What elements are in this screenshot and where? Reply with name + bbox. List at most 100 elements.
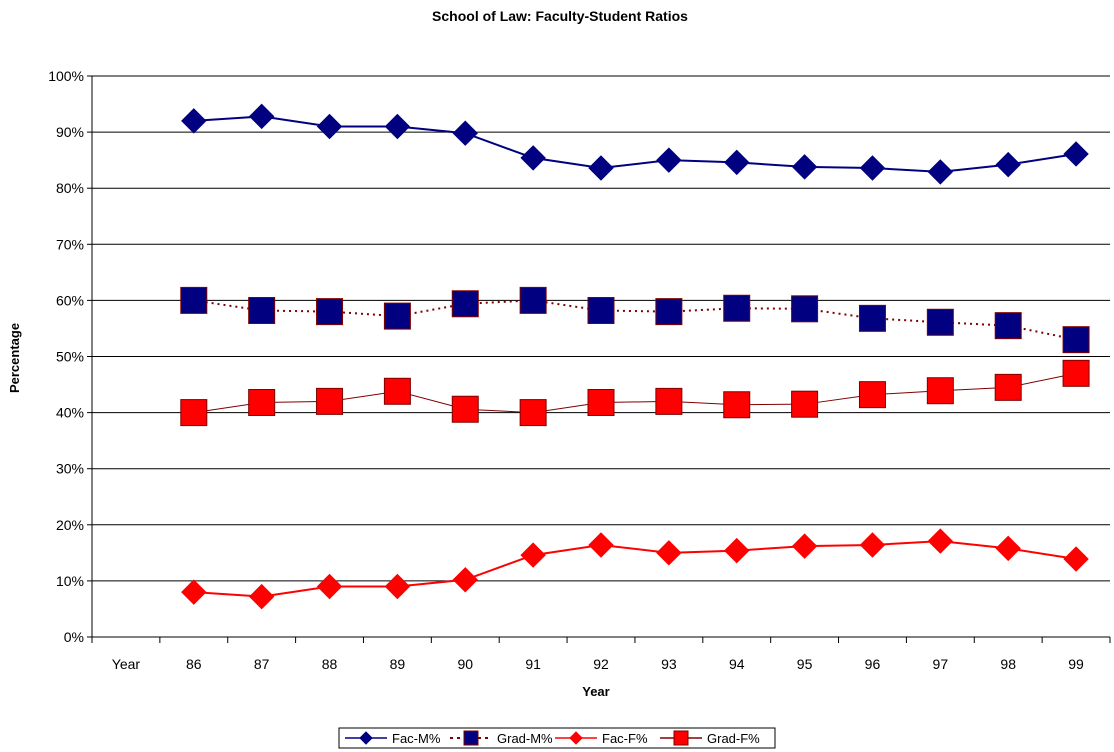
data-point — [452, 567, 478, 593]
x-tick-label: 94 — [729, 656, 745, 672]
y-tick-label: 90% — [56, 124, 84, 140]
y-tick-label: 20% — [56, 517, 84, 533]
data-point — [316, 387, 344, 415]
series-Fac-M% — [181, 103, 1089, 185]
data-point — [248, 583, 275, 610]
series-Grad-F% — [180, 359, 1090, 427]
legend-label: Fac-F% — [602, 731, 648, 746]
x-tick-label: 95 — [797, 656, 813, 672]
data-point — [384, 573, 411, 600]
x-axis-title: Year — [582, 684, 609, 699]
plot-area — [180, 103, 1090, 610]
data-point — [519, 399, 547, 427]
data-point — [248, 389, 276, 417]
data-point — [181, 108, 207, 134]
data-point — [316, 298, 344, 326]
y-tick-label: 10% — [56, 573, 84, 589]
x-tick-label: 98 — [1000, 656, 1016, 672]
data-point — [995, 535, 1021, 562]
data-point — [383, 377, 411, 405]
x-tick-label: 93 — [661, 656, 677, 672]
data-point — [656, 540, 682, 566]
series-Grad-M% — [180, 286, 1090, 354]
data-point — [723, 294, 751, 322]
data-point — [588, 532, 614, 558]
legend-item: Grad-M% — [450, 730, 553, 746]
data-point — [180, 399, 208, 427]
x-tick-label: 91 — [525, 656, 541, 672]
data-point — [451, 395, 479, 423]
x-tick-label: 99 — [1068, 656, 1084, 672]
series-Fac-F% — [181, 528, 1089, 610]
data-point — [791, 154, 818, 180]
chart-title: School of Law: Faculty-Student Ratios — [432, 8, 688, 24]
legend-marker — [569, 731, 583, 745]
x-tick-label: Year — [112, 656, 141, 672]
x-tick-label: 88 — [322, 656, 338, 672]
data-point — [858, 381, 886, 409]
data-point — [519, 286, 547, 314]
data-point — [452, 120, 478, 146]
data-point — [1062, 359, 1090, 387]
legend-marker — [673, 730, 689, 746]
legend-marker — [359, 731, 373, 745]
data-point — [1063, 546, 1089, 572]
legend-label: Fac-M% — [392, 731, 441, 746]
data-point — [655, 387, 683, 415]
legend-label: Grad-M% — [497, 731, 553, 746]
data-point — [926, 308, 954, 336]
data-point — [655, 298, 683, 326]
y-tick-label: 100% — [48, 68, 84, 84]
data-point — [791, 533, 818, 559]
axes — [87, 75, 1111, 643]
data-point — [926, 377, 954, 405]
y-tick-label: 40% — [56, 405, 84, 421]
data-point — [1063, 141, 1089, 167]
x-tick-label: 86 — [186, 656, 202, 672]
legend-item: Fac-M% — [345, 731, 441, 746]
data-point — [383, 302, 411, 330]
x-tick-label: 97 — [933, 656, 949, 672]
data-point — [994, 373, 1022, 401]
data-point — [316, 573, 343, 600]
y-tick-labels: 0% 10% 20% 30% 40% 50% 60% 70% 80% 90% 100% — [48, 68, 84, 645]
data-point — [587, 389, 615, 417]
legend-label: Grad-F% — [707, 731, 760, 746]
y-tick-label: 30% — [56, 461, 84, 477]
x-tick-labels: Year 86 87 88 89 90 91 92 93 94 95 96 97 98 99 — [112, 656, 1084, 672]
y-tick-label: 0% — [64, 629, 84, 645]
data-point — [384, 113, 411, 140]
data-point — [723, 391, 751, 419]
data-point — [181, 579, 207, 605]
y-tick-label: 60% — [56, 292, 84, 308]
data-point — [520, 542, 546, 568]
data-point — [995, 151, 1021, 178]
data-point — [791, 295, 819, 323]
data-point — [858, 304, 886, 332]
data-point — [520, 145, 546, 171]
data-point — [656, 147, 682, 173]
data-point — [587, 296, 615, 324]
data-point — [1062, 326, 1090, 354]
data-point — [859, 155, 886, 181]
x-tick-label: 96 — [865, 656, 881, 672]
data-point — [994, 312, 1022, 340]
data-point — [724, 537, 750, 564]
legend-marker — [463, 730, 479, 746]
data-point — [791, 390, 819, 418]
data-point — [859, 532, 886, 558]
y-tick-label: 70% — [56, 236, 84, 252]
y-tick-label: 50% — [56, 349, 84, 365]
data-point — [180, 286, 208, 314]
data-point — [588, 155, 614, 181]
data-point — [248, 103, 275, 130]
gridlines — [92, 75, 1110, 582]
data-point — [724, 149, 750, 176]
data-point — [451, 290, 479, 318]
y-axis-title: Percentage — [7, 323, 22, 393]
x-tick-label: 92 — [593, 656, 609, 672]
data-point — [316, 113, 343, 140]
legend-item: Fac-F% — [555, 731, 648, 746]
legend-item: Grad-F% — [660, 730, 760, 746]
